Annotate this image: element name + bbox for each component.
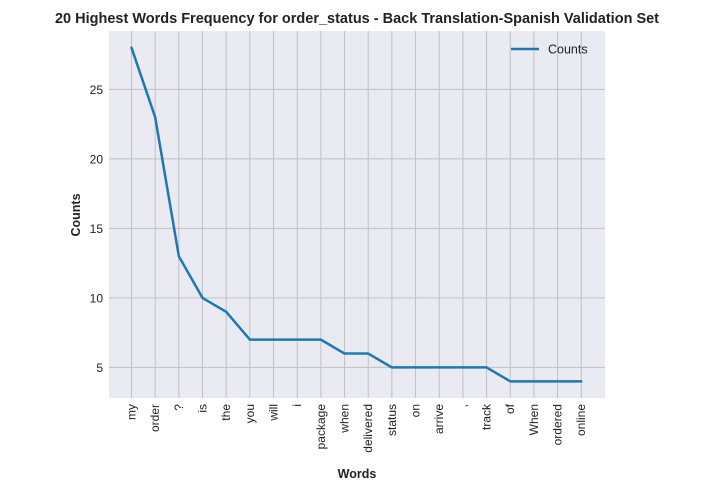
x-tick-label: status [385,404,399,436]
series-group [130,46,583,383]
x-tick-label: package [314,404,328,450]
x-tick-label: will [267,404,281,422]
x-tick-label: you [243,404,257,423]
x-tick-label: my [125,404,139,420]
x-axis-label: Words [338,467,377,481]
y-tick-label: 25 [90,83,104,97]
y-tick-label: 10 [90,291,104,305]
x-tick-label: ? [172,404,186,411]
x-tick-label: delivered [361,404,375,453]
x-gridlines [131,31,582,398]
y-tick-label: 20 [90,152,104,166]
y-tick-label: 15 [90,222,104,236]
x-tick-label: of [503,403,517,414]
x-tick-label: ordered [551,404,565,445]
y-gridlines [109,88,605,368]
y-axis-label: Counts [69,193,83,236]
y-tick-labels: 5 10 15 20 25 [90,83,104,375]
x-tick-label: i [290,404,304,407]
x-tick-label: track [480,403,494,430]
x-tick-label: When [527,404,541,435]
series-line-counts [130,46,583,383]
y-tick-label: 5 [96,361,103,375]
x-tick-label: , [456,404,470,407]
legend: Counts [511,43,588,57]
x-tick-label: the [219,404,233,421]
legend-label: Counts [548,43,588,57]
x-tick-label: online [574,404,588,436]
x-tick-label: when [338,404,352,434]
x-tick-labels: my order? is the you will i package when delivere… [125,403,589,453]
x-tick-label: arrive [432,404,446,434]
chart-title: 20 Highest Words Frequency for order_sta… [55,11,659,27]
x-tick-label: is [196,404,210,413]
x-tick-label: on [409,404,423,417]
plot-area [109,31,605,398]
x-tick-label: order [148,404,162,432]
